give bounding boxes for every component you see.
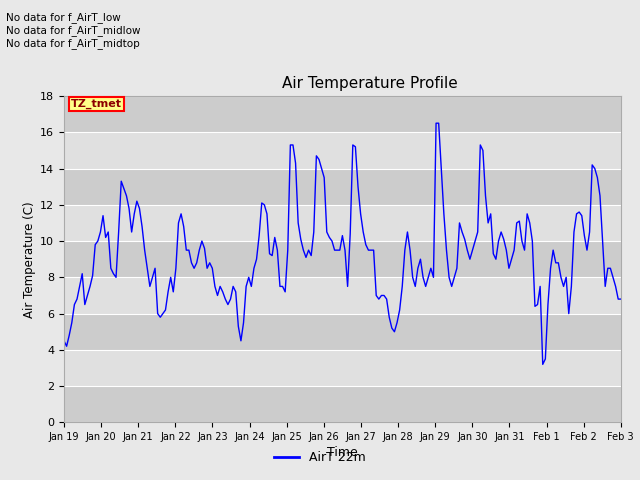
Y-axis label: Air Temperature (C): Air Temperature (C) — [23, 201, 36, 317]
Text: No data for f_AirT_midlow: No data for f_AirT_midlow — [6, 25, 141, 36]
Bar — [64, 132, 621, 168]
Bar — [64, 96, 621, 132]
Bar — [64, 277, 621, 313]
Bar — [64, 386, 621, 422]
Bar — [64, 313, 621, 350]
Bar — [64, 350, 621, 386]
Text: No data for f_AirT_low: No data for f_AirT_low — [6, 12, 121, 23]
Title: Air Temperature Profile: Air Temperature Profile — [282, 76, 458, 91]
X-axis label: Time: Time — [327, 446, 358, 459]
Bar — [64, 241, 621, 277]
Text: TZ_tmet: TZ_tmet — [71, 99, 122, 109]
Bar — [64, 168, 621, 205]
Bar — [64, 205, 621, 241]
Text: No data for f_AirT_midtop: No data for f_AirT_midtop — [6, 38, 140, 49]
Legend: AirT 22m: AirT 22m — [269, 446, 371, 469]
